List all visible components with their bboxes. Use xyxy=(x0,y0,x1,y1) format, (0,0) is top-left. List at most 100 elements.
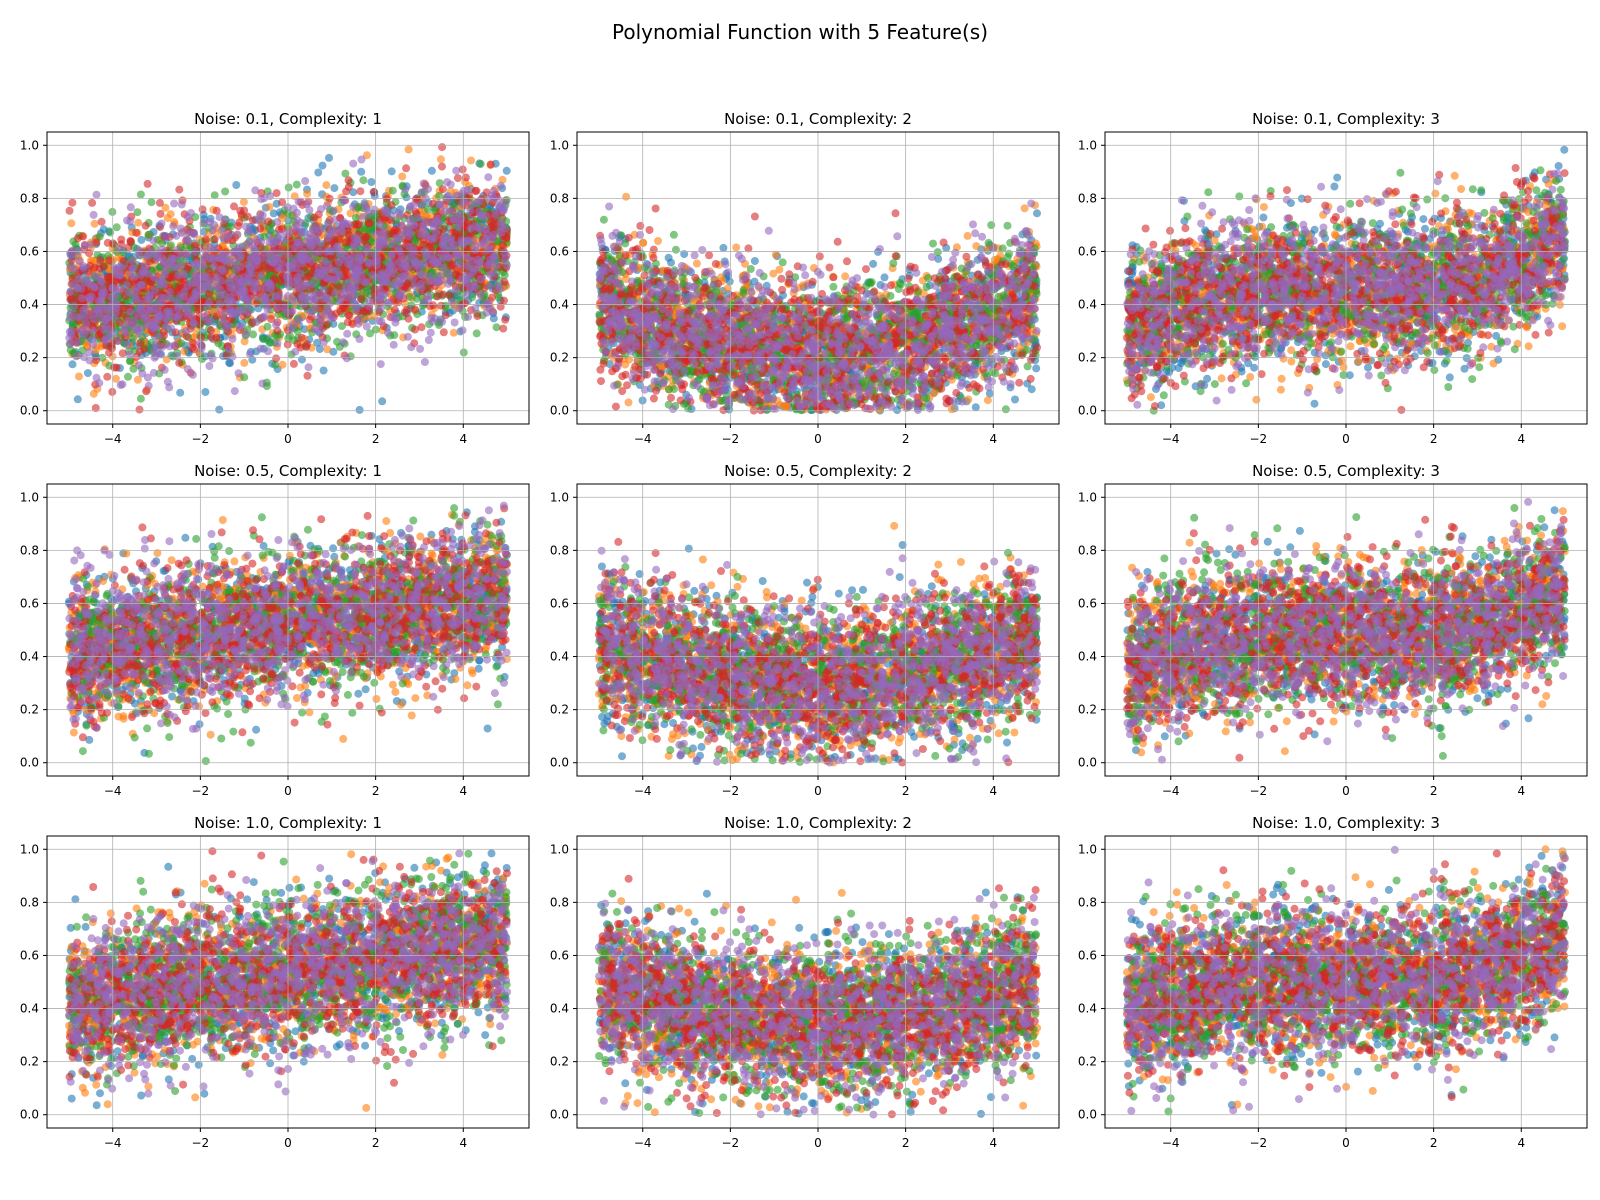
scatter-point xyxy=(67,219,76,228)
scatter-point xyxy=(230,202,238,211)
scatter-point xyxy=(237,210,246,219)
scatter-point xyxy=(491,210,500,219)
scatter-point xyxy=(90,282,99,291)
scatter-point xyxy=(72,352,81,361)
scatter-point xyxy=(252,235,261,244)
scatter-point xyxy=(351,284,360,293)
scatter-point xyxy=(390,305,399,314)
scatter-point xyxy=(432,276,441,285)
panels-container: Noise: 0.1, Complexity: 1−4 −2 0 2 40.00.20.… xyxy=(20,110,1588,1150)
scatter-point xyxy=(271,360,280,369)
scatter-point xyxy=(65,206,74,215)
scatter-point xyxy=(288,297,297,306)
scatter-point xyxy=(135,251,144,260)
scatter-point xyxy=(348,320,357,328)
scatter-point xyxy=(417,200,426,209)
scatter-point xyxy=(374,317,383,325)
scatter-point xyxy=(177,251,186,260)
scatter-point xyxy=(126,203,135,212)
scatter-point xyxy=(343,293,351,302)
scatter-point xyxy=(458,326,467,335)
scatter-point xyxy=(149,236,158,245)
scatter-point xyxy=(354,319,363,328)
scatter-point xyxy=(149,273,158,282)
scatter-point xyxy=(175,358,184,367)
scatter-point xyxy=(224,232,233,241)
scatter-point xyxy=(71,240,80,249)
scatter-point xyxy=(370,205,379,214)
scatter-point xyxy=(77,284,86,293)
scatter-point xyxy=(188,279,197,288)
scatter-point xyxy=(176,388,185,397)
scatter-point xyxy=(486,270,495,279)
scatter-point xyxy=(151,250,160,258)
scatter-point xyxy=(314,168,323,177)
scatter-point xyxy=(130,292,139,301)
scatter-point xyxy=(464,312,473,321)
scatter-point xyxy=(395,291,404,300)
scatter-point xyxy=(356,187,365,196)
scatter-point xyxy=(115,285,124,294)
scatter-point xyxy=(112,270,121,279)
scatter-point xyxy=(91,404,100,412)
scatter-point xyxy=(411,261,420,270)
scatter-point xyxy=(233,230,242,239)
scatter-point xyxy=(116,381,125,389)
scatter-point xyxy=(392,234,401,243)
scatter-point xyxy=(239,197,248,206)
scatter-point xyxy=(232,181,241,189)
scatter-point xyxy=(118,349,127,358)
scatter-point xyxy=(135,339,144,348)
scatter-point xyxy=(169,263,178,272)
scatter-point xyxy=(382,194,391,203)
scatter-point xyxy=(263,305,272,314)
scatter-point xyxy=(198,205,207,214)
scatter-point xyxy=(375,285,384,294)
scatter-point xyxy=(215,284,224,293)
scatter-point xyxy=(357,167,366,176)
scatter-point xyxy=(289,359,298,368)
scatter-point xyxy=(298,355,306,364)
scatter-point xyxy=(500,271,509,279)
scatter-point xyxy=(170,254,179,263)
scatter-point xyxy=(143,179,152,188)
scatter-point xyxy=(137,235,146,244)
scatter-point xyxy=(397,252,406,261)
scatter-point xyxy=(345,220,353,229)
scatter-point xyxy=(361,232,370,241)
scatter-point xyxy=(454,223,463,231)
scatter-point xyxy=(396,211,405,220)
scatter-point xyxy=(284,183,293,192)
scatter-point xyxy=(432,228,441,237)
scatter-point xyxy=(337,225,346,233)
scatter-point xyxy=(438,317,447,326)
scatter-point xyxy=(219,251,228,260)
scatter-point xyxy=(136,190,145,199)
scatter-point xyxy=(476,196,484,205)
scatter-point xyxy=(315,314,324,323)
scatter-point xyxy=(359,176,368,185)
scatter-point xyxy=(349,188,358,197)
scatter-point xyxy=(441,311,450,320)
scatter-point xyxy=(311,303,320,312)
scatter-point xyxy=(362,278,371,287)
scatter-point xyxy=(212,206,221,215)
scatter-point xyxy=(439,263,448,272)
scatter-point xyxy=(493,281,502,290)
scatter-point xyxy=(296,240,305,249)
scatter-point xyxy=(305,206,314,214)
scatter-point xyxy=(181,327,190,336)
scatter-point xyxy=(137,281,146,290)
scatter-point xyxy=(330,275,339,284)
scatter-point xyxy=(387,252,396,260)
scatter-point xyxy=(362,248,371,256)
scatter-point xyxy=(355,405,364,414)
scatter-point xyxy=(169,222,178,231)
scatter-point xyxy=(160,271,169,279)
scatter-point xyxy=(330,184,339,193)
scatter-point xyxy=(344,311,353,320)
scatter-point xyxy=(302,295,311,304)
scatter-point xyxy=(476,291,485,300)
scatter-point xyxy=(422,232,431,241)
scatter-point xyxy=(205,253,214,262)
